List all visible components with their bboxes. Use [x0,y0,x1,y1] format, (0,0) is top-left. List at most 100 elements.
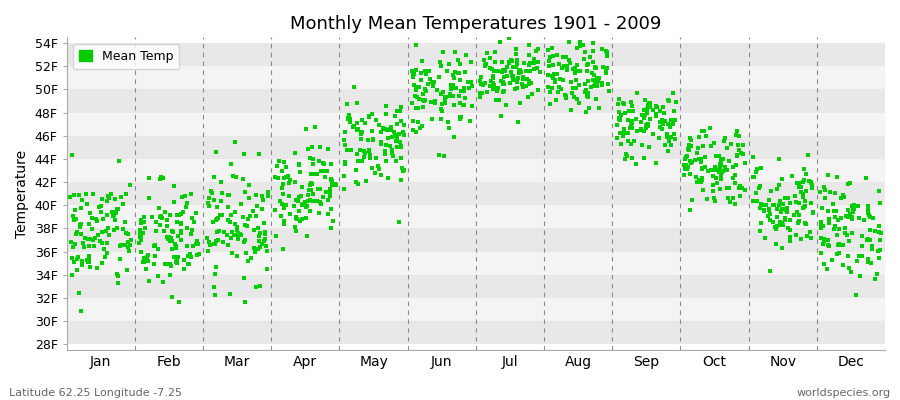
Point [137,213,151,220]
Point [662,122,677,128]
Point [802,178,816,184]
Point [713,186,727,192]
Point [496,79,510,86]
Point [106,212,121,218]
Point [137,255,151,261]
Point [215,212,230,218]
Point [306,197,320,204]
Point [752,182,767,189]
Point [68,206,82,213]
Point [96,245,111,252]
Point [842,214,856,220]
Point [276,205,291,211]
Point [80,201,94,207]
Point [486,75,500,82]
Point [656,121,670,127]
Point [600,53,615,60]
Point [663,117,678,124]
Point [384,127,399,133]
Point [664,134,679,140]
Point [843,269,858,276]
Point [358,120,373,126]
Point [133,248,148,255]
Point [696,143,710,149]
Point [509,26,524,32]
Point [814,250,828,256]
Point [86,237,100,244]
Point [582,54,597,60]
Point [256,196,271,203]
Point [512,68,526,74]
Point [485,66,500,72]
Point [508,64,523,70]
Point [327,180,341,187]
Point [310,171,325,178]
Point [248,248,262,255]
Point [787,211,801,218]
Point [374,129,389,136]
Point [325,182,339,189]
Point [472,78,487,84]
Point [560,67,574,73]
Point [230,227,245,233]
Point [706,173,720,180]
Point [447,134,462,140]
Point [749,168,763,175]
Point [282,180,296,186]
Point [363,155,377,161]
Point [416,97,430,104]
Point [234,232,248,238]
Point [111,224,125,231]
Point [783,226,797,233]
Point [82,259,96,265]
Point [793,184,807,190]
Point [563,107,578,114]
Point [349,179,364,185]
Point [541,47,555,53]
Bar [67,43,885,66]
Point [788,193,802,199]
Point [638,122,652,128]
Point [362,113,376,120]
Point [610,101,625,108]
Point [642,144,656,150]
Point [842,210,857,217]
Point [717,164,732,170]
Point [260,189,274,195]
Point [568,65,582,71]
Point [237,151,251,157]
Point [388,131,402,138]
Point [677,162,691,168]
Point [635,142,650,149]
Point [770,222,784,229]
Point [374,172,389,178]
Point [546,75,561,81]
Point [790,180,805,186]
Point [303,182,318,188]
Point [580,61,595,68]
Point [529,48,544,54]
Point [252,238,266,244]
Point [787,212,801,219]
Point [478,63,492,69]
Point [313,201,328,208]
Point [233,230,248,237]
Point [825,257,840,264]
Point [139,225,153,232]
Point [208,292,222,298]
Point [464,118,478,124]
Point [158,209,172,216]
Point [806,210,821,216]
Point [579,109,593,115]
Point [306,191,320,197]
Point [571,68,585,74]
Point [763,188,778,194]
Point [165,238,179,244]
Point [695,166,709,173]
Point [776,222,790,228]
Point [500,72,514,79]
Point [97,254,112,260]
Point [148,242,163,248]
Point [698,154,712,160]
Point [102,194,116,201]
